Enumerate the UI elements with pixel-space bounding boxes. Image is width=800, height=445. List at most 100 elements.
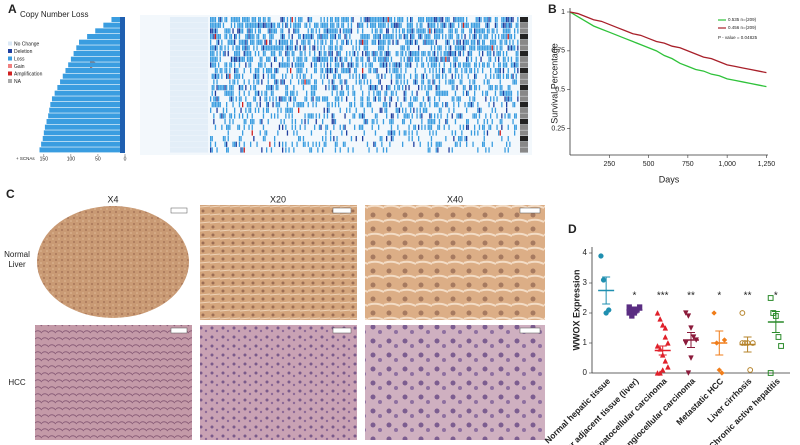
- heatmap-cell: [456, 56, 458, 62]
- heatmap-cell: [312, 96, 314, 102]
- bar: [48, 113, 126, 119]
- heatmap-cell: [302, 102, 305, 108]
- heatmap-cell: [389, 17, 391, 23]
- heatmap-cell: [312, 102, 314, 108]
- heatmap-cell: [213, 45, 215, 51]
- heatmap-cell: [486, 79, 489, 85]
- heatmap-cell: [448, 147, 450, 153]
- heatmap-cell: [286, 62, 289, 68]
- y-tick-label: 2: [583, 308, 588, 317]
- heatmap-cell: [355, 39, 357, 45]
- point: [719, 370, 725, 376]
- heatmap-cell: [384, 107, 386, 113]
- heatmap-cell: [362, 28, 364, 34]
- heatmap-cell: [410, 28, 412, 34]
- heatmap-cell: [254, 85, 257, 91]
- heatmap-cell: [414, 39, 417, 45]
- heatmap-cell: [426, 17, 428, 23]
- heatmap-cell: [424, 85, 426, 91]
- heatmap-cell: [274, 51, 276, 57]
- heatmap-cell: [259, 22, 261, 28]
- heatmap-cell: [320, 51, 322, 57]
- panel-label: D: [568, 222, 577, 236]
- heatmap-cell: [325, 22, 327, 28]
- heatmap-cell: [315, 79, 317, 85]
- heatmap-cell: [453, 107, 455, 113]
- heatmap-cell: [310, 147, 313, 153]
- heatmap-cell: [373, 119, 375, 125]
- heatmap-cell: [474, 73, 476, 79]
- heatmap-cell: [397, 79, 399, 85]
- heatmap-cell: [230, 34, 233, 40]
- scale-bar: [332, 327, 352, 334]
- heatmap-cell: [326, 56, 329, 62]
- heatmap-cell: [170, 45, 208, 51]
- heatmap-cell: [472, 45, 474, 51]
- heatmap-cell: [368, 17, 370, 23]
- heatmap-cell: [341, 17, 343, 23]
- heatmap-cell: [368, 62, 370, 68]
- heatmap-cell: [226, 107, 228, 113]
- heatmap-cell: [269, 85, 271, 91]
- heatmap-cell: [304, 56, 306, 62]
- heatmap-cell: [221, 85, 223, 91]
- heatmap-cell: [477, 102, 479, 108]
- point: [682, 310, 689, 316]
- heatmap-cell: [362, 34, 364, 40]
- heatmap-cell: [331, 17, 333, 23]
- heatmap-cell: [314, 68, 316, 74]
- heatmap-cell: [230, 39, 233, 45]
- heatmap-cell: [486, 34, 489, 40]
- heatmap-cell: [304, 141, 306, 147]
- heatmap-cell: [210, 62, 212, 68]
- x-tick-label: 0: [124, 156, 127, 162]
- point: [662, 334, 669, 340]
- heatmap-cell: [347, 22, 349, 28]
- heatmap-cell: [232, 141, 234, 147]
- heatmap-cell: [416, 39, 418, 45]
- heatmap-cell: [430, 22, 433, 28]
- heatmap-cell: [474, 45, 476, 51]
- heatmap-cell: [349, 34, 351, 40]
- heatmap-cell: [453, 96, 455, 102]
- heatmap-cell: [450, 22, 452, 28]
- heatmap-cell: [430, 28, 433, 34]
- heatmap-cell: [466, 62, 468, 68]
- heatmap-cell: [293, 85, 295, 91]
- heatmap-cell: [520, 107, 528, 113]
- heatmap-cell: [358, 39, 361, 45]
- heatmap-cell: [264, 22, 266, 28]
- heatmap-cell: [298, 79, 300, 85]
- heatmap-cell: [374, 17, 377, 23]
- heatmap-cell: [506, 51, 508, 57]
- heatmap-cell: [400, 79, 402, 85]
- heatmap-cell: [238, 96, 241, 102]
- heatmap-cell: [349, 62, 351, 68]
- heatmap-cell: [230, 17, 233, 23]
- heatmap-cell: [370, 85, 372, 91]
- heatmap-cell: [331, 85, 333, 91]
- heatmap-cell: [286, 130, 289, 136]
- heatmap-cell: [387, 51, 389, 57]
- heatmap-cell: [395, 107, 397, 113]
- heatmap-cell: [429, 22, 431, 28]
- heatmap-cell: [320, 62, 322, 68]
- heatmap-cell: [336, 62, 338, 68]
- heatmap-cell: [434, 102, 436, 108]
- heatmap-cell: [434, 119, 436, 125]
- heatmap-cell: [418, 17, 420, 23]
- heatmap-cell: [235, 45, 237, 51]
- heatmap-cell: [286, 68, 289, 74]
- heatmap-cell: [453, 102, 455, 108]
- heatmap-cell: [325, 141, 327, 147]
- heatmap-cell: [418, 45, 420, 51]
- heatmap-cell: [397, 96, 399, 102]
- heatmap-cell: [232, 39, 234, 45]
- heatmap-cell: [245, 107, 247, 113]
- heatmap-cell: [256, 73, 258, 79]
- heatmap-cell: [478, 22, 481, 28]
- heatmap-cell: [350, 28, 353, 34]
- heatmap-cell: [259, 28, 261, 34]
- heatmap-cell: [218, 85, 220, 91]
- heatmap-cell: [469, 45, 471, 51]
